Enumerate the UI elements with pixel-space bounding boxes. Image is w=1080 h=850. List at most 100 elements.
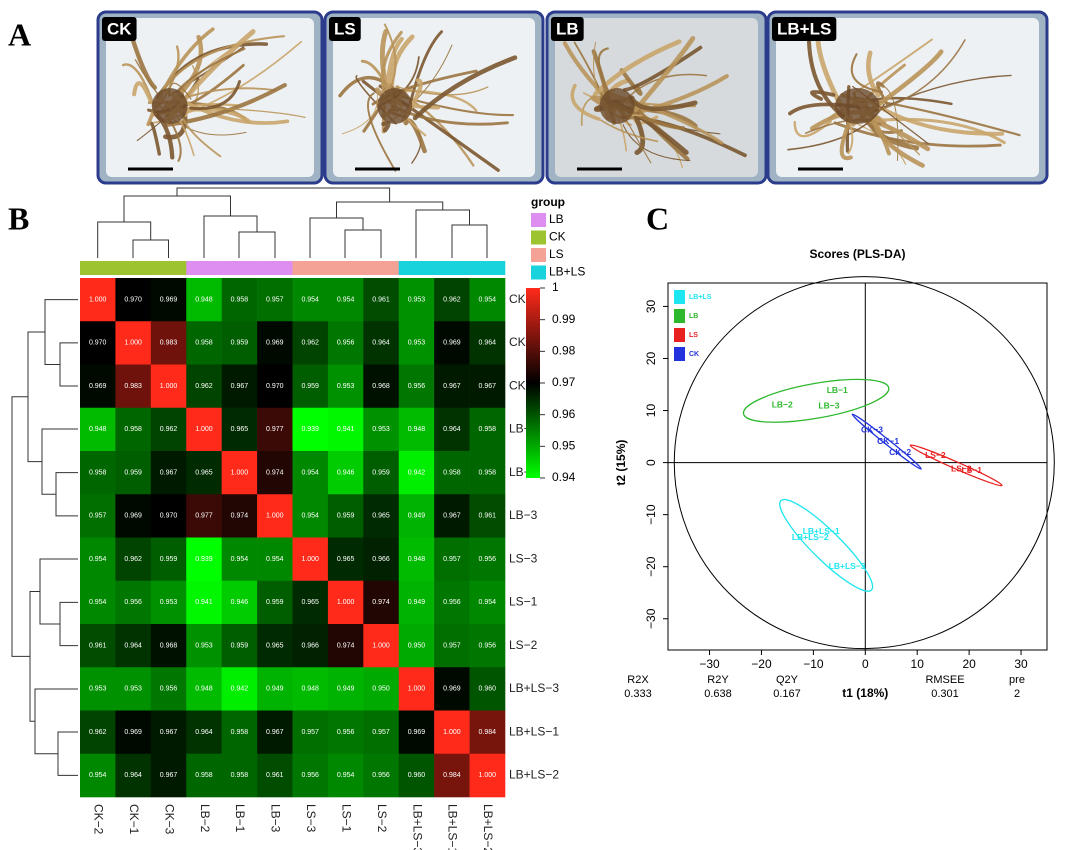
cell-label: 0.960 (479, 686, 497, 693)
colorbar-tick-label: 0.95 (552, 439, 576, 453)
column-label: LS−2 (375, 804, 389, 833)
x-tick-label: 10 (911, 657, 925, 671)
heatmap-cell (292, 321, 329, 365)
cell-label: 0.942 (408, 469, 426, 476)
heatmap-cell (398, 753, 435, 798)
cell-label: 0.954 (301, 296, 319, 303)
heatmap-cell (150, 364, 187, 409)
column-label: LB+LS−3 (410, 804, 424, 850)
x-axis-label: t1 (18%) (842, 686, 888, 700)
heatmap-cell (115, 624, 152, 668)
row-label: LB−3 (509, 508, 538, 522)
heatmap-cell (186, 278, 222, 322)
cell-label: 0.970 (266, 383, 284, 390)
heatmap-cell (327, 580, 364, 625)
heatmap-cell (469, 580, 506, 625)
cell-label: 0.941 (195, 599, 213, 606)
heatmap-cell (327, 537, 364, 582)
cell-label: 0.954 (479, 599, 497, 606)
cell-label: 0.957 (443, 556, 461, 563)
legend-swatch (674, 328, 685, 342)
cell-label: 0.969 (160, 296, 178, 303)
cell-label: 0.974 (372, 599, 390, 606)
column-label: CK−2 (92, 804, 106, 835)
root (600, 119, 659, 143)
heatmap-cell (257, 451, 293, 495)
heatmap-cell (221, 580, 258, 625)
heatmap-cell (398, 278, 435, 322)
heatmap-cell (80, 321, 116, 365)
legend-label: LB (549, 212, 564, 226)
dendrogram-branch (39, 558, 78, 647)
heatmap-cell (398, 321, 435, 365)
point-label: LB−3 (818, 401, 839, 411)
heatmap-cell (292, 710, 329, 755)
heatmap-cell (186, 364, 222, 409)
heatmap-cell (398, 364, 435, 409)
cell-label: 0.957 (443, 642, 461, 649)
heatmap-cell (80, 494, 116, 538)
cell-label: 0.964 (479, 340, 497, 347)
cell-label: 0.956 (160, 686, 178, 693)
heatmap-cell (327, 278, 364, 322)
photo-label: LS (334, 19, 356, 38)
heatmap-cell (221, 364, 258, 409)
heatmap-cell (469, 753, 506, 798)
heatmap-cell (115, 710, 152, 755)
root-crown (599, 88, 635, 125)
cell-label: 1.000 (124, 340, 142, 347)
group-strip (363, 261, 400, 275)
colorbar-tick-label: 1 (552, 280, 559, 294)
dendrogram-branch (123, 195, 231, 222)
cell-label: 1.000 (89, 296, 107, 303)
heatmap-cell (469, 710, 506, 755)
heatmap-cell (186, 407, 222, 452)
cell-label: 0.969 (443, 340, 461, 347)
y-tick-label: −20 (644, 556, 658, 577)
group-strip (398, 261, 435, 275)
heatmap-cell (398, 667, 435, 711)
heatmap-cell (221, 407, 258, 452)
cell-label: 0.983 (160, 340, 178, 347)
root (622, 124, 691, 162)
cell-label: 1.000 (372, 642, 390, 649)
cell-label: 0.939 (195, 556, 213, 563)
column-label: LB+LS−1 (446, 804, 460, 850)
cell-label: 0.974 (231, 513, 249, 520)
cell-label: 0.948 (195, 686, 213, 693)
photo-label-bg (551, 17, 584, 41)
cell-label: 0.953 (195, 642, 213, 649)
heatmap-cell (150, 580, 187, 625)
heatmap-cell (150, 624, 187, 668)
heatmap-cell (363, 537, 400, 582)
heatmap-cell (292, 494, 329, 538)
heatmap-cell (186, 321, 222, 365)
group-strip (80, 261, 116, 275)
cell-label: 0.949 (266, 686, 284, 693)
cell-label: 0.967 (266, 729, 284, 736)
cell-label: 0.946 (231, 599, 249, 606)
panel-letter: A (8, 16, 31, 52)
cell-label: 1.000 (443, 729, 461, 736)
root (367, 92, 397, 172)
heatmap-cell (115, 580, 152, 625)
root (839, 115, 853, 161)
row-label: LS−2 (509, 638, 538, 652)
root-crown (377, 88, 413, 125)
heatmap-cell (469, 278, 506, 322)
legend-swatch (531, 213, 546, 227)
cell-label: 0.954 (301, 469, 319, 476)
row-label: LB+LS−3 (509, 681, 559, 695)
cell-label: 0.956 (408, 383, 426, 390)
point-label: CK−1 (877, 436, 899, 446)
heatmap-cell (327, 364, 364, 409)
heatmap-cell (186, 710, 222, 755)
heatmap-cell (186, 667, 222, 711)
heatmap-cell (186, 624, 222, 668)
root (632, 112, 646, 155)
root (385, 36, 404, 93)
tray (106, 18, 314, 177)
heatmap-cell (257, 667, 293, 711)
cell-label: 0.953 (89, 686, 107, 693)
legend-label: LB+LS (689, 294, 712, 301)
